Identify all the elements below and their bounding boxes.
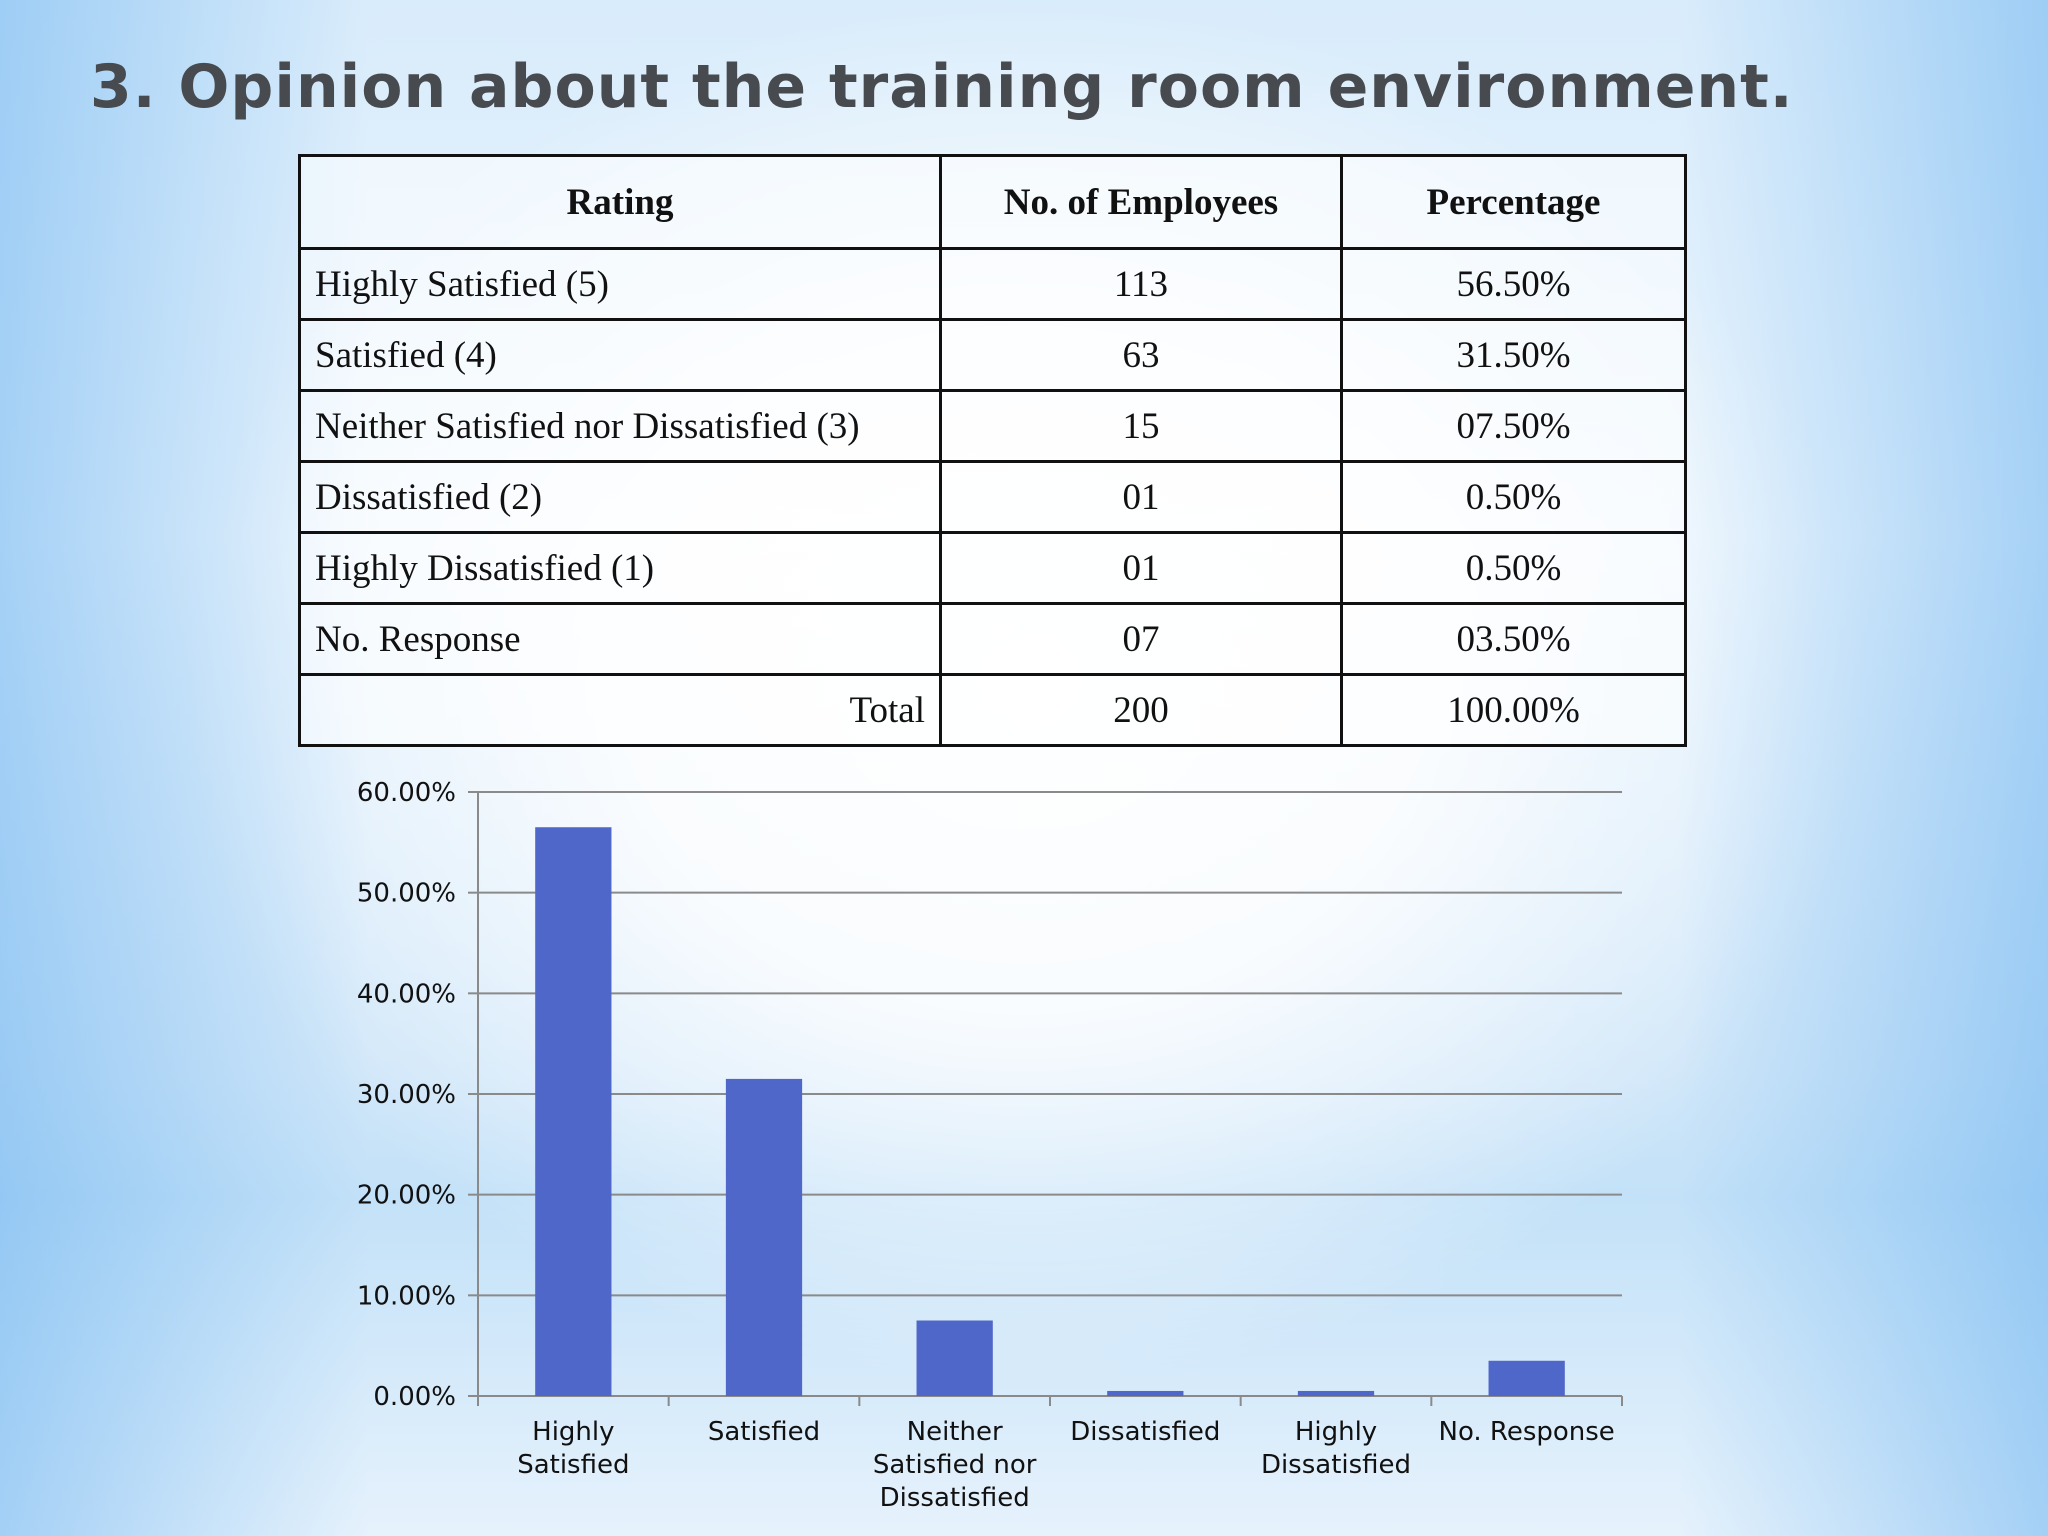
bar <box>1297 1390 1375 1396</box>
y-tick-label: 20.00% <box>357 1181 456 1211</box>
x-category-label: Highly <box>532 1417 614 1447</box>
y-tick-label: 30.00% <box>357 1080 456 1110</box>
header-percentage: Percentage <box>1340 154 1687 250</box>
percentage-cell: 0.50% <box>1340 531 1687 605</box>
slide-title: 3. Opinion about the training room envir… <box>90 52 1794 122</box>
rating-cell: Neither Satisfied nor Dissatisfied (3) <box>298 389 942 463</box>
bar <box>1488 1360 1565 1396</box>
count-cell: 01 <box>939 460 1343 534</box>
table-total-row: Total 200 100.00% <box>298 673 1687 747</box>
count-cell: 63 <box>939 318 1343 392</box>
rating-cell: Highly Satisfied (5) <box>298 247 942 321</box>
percentage-cell: 07.50% <box>1340 389 1687 463</box>
rating-cell: No. Response <box>298 602 942 676</box>
total-percentage: 100.00% <box>1340 673 1687 747</box>
y-tick-label: 10.00% <box>357 1281 456 1311</box>
percentage-cell: 56.50% <box>1340 247 1687 321</box>
x-category-label: Satisfied nor <box>873 1450 1037 1480</box>
table-row: Satisfied (4) 63 31.50% <box>298 318 1687 392</box>
bar-chart: 0.00% 10.00% 20.00% 30.00% 40.00% 50.00% 60.00… <box>357 778 1623 1513</box>
table-row: No. Response 07 03.50% <box>298 602 1687 676</box>
rating-cell: Satisfied (4) <box>298 318 942 392</box>
header-employees: No. of Employees <box>939 154 1343 250</box>
table-row: Neither Satisfied nor Dissatisfied (3) 1… <box>298 389 1687 463</box>
y-tick-label: 40.00% <box>357 979 456 1009</box>
table-header-row: Rating No. of Employees Percentage <box>298 154 1687 250</box>
bar <box>916 1320 993 1396</box>
x-category-label: No. Response <box>1439 1417 1615 1447</box>
count-cell: 113 <box>939 247 1343 321</box>
table-row: Highly Satisfied (5) 113 56.50% <box>298 247 1687 321</box>
y-tick-label: 50.00% <box>357 879 456 909</box>
y-tick-label: 60.00% <box>357 778 456 808</box>
bar <box>725 1078 803 1396</box>
rating-cell: Dissatisfied (2) <box>298 460 942 534</box>
bar <box>1107 1390 1184 1396</box>
rating-table: Rating No. of Employees Percentage Highl… <box>298 154 1687 747</box>
x-category-label: Neither <box>907 1417 1003 1447</box>
percentage-cell: 0.50% <box>1340 460 1687 534</box>
x-category-label: Dissatisfied <box>880 1483 1030 1513</box>
x-category-label: Satisfied <box>517 1450 629 1480</box>
bar <box>535 827 612 1396</box>
percentage-cell: 03.50% <box>1340 602 1687 676</box>
percentage-cell: 31.50% <box>1340 318 1687 392</box>
rating-cell: Highly Dissatisfied (1) <box>298 531 942 605</box>
header-rating: Rating <box>298 154 942 250</box>
total-label: Total <box>298 673 942 747</box>
total-count: 200 <box>939 673 1343 747</box>
count-cell: 07 <box>939 602 1343 676</box>
x-category-label: Highly <box>1295 1417 1377 1447</box>
y-tick-label: 0.00% <box>373 1382 456 1412</box>
x-category-label: Dissatisfied <box>1261 1450 1411 1480</box>
x-category-label: Satisfied <box>708 1417 820 1447</box>
table-row: Dissatisfied (2) 01 0.50% <box>298 460 1687 534</box>
count-cell: 01 <box>939 531 1343 605</box>
count-cell: 15 <box>939 389 1343 463</box>
table-row: Highly Dissatisfied (1) 01 0.50% <box>298 531 1687 605</box>
x-category-label: Dissatisfied <box>1070 1417 1220 1447</box>
